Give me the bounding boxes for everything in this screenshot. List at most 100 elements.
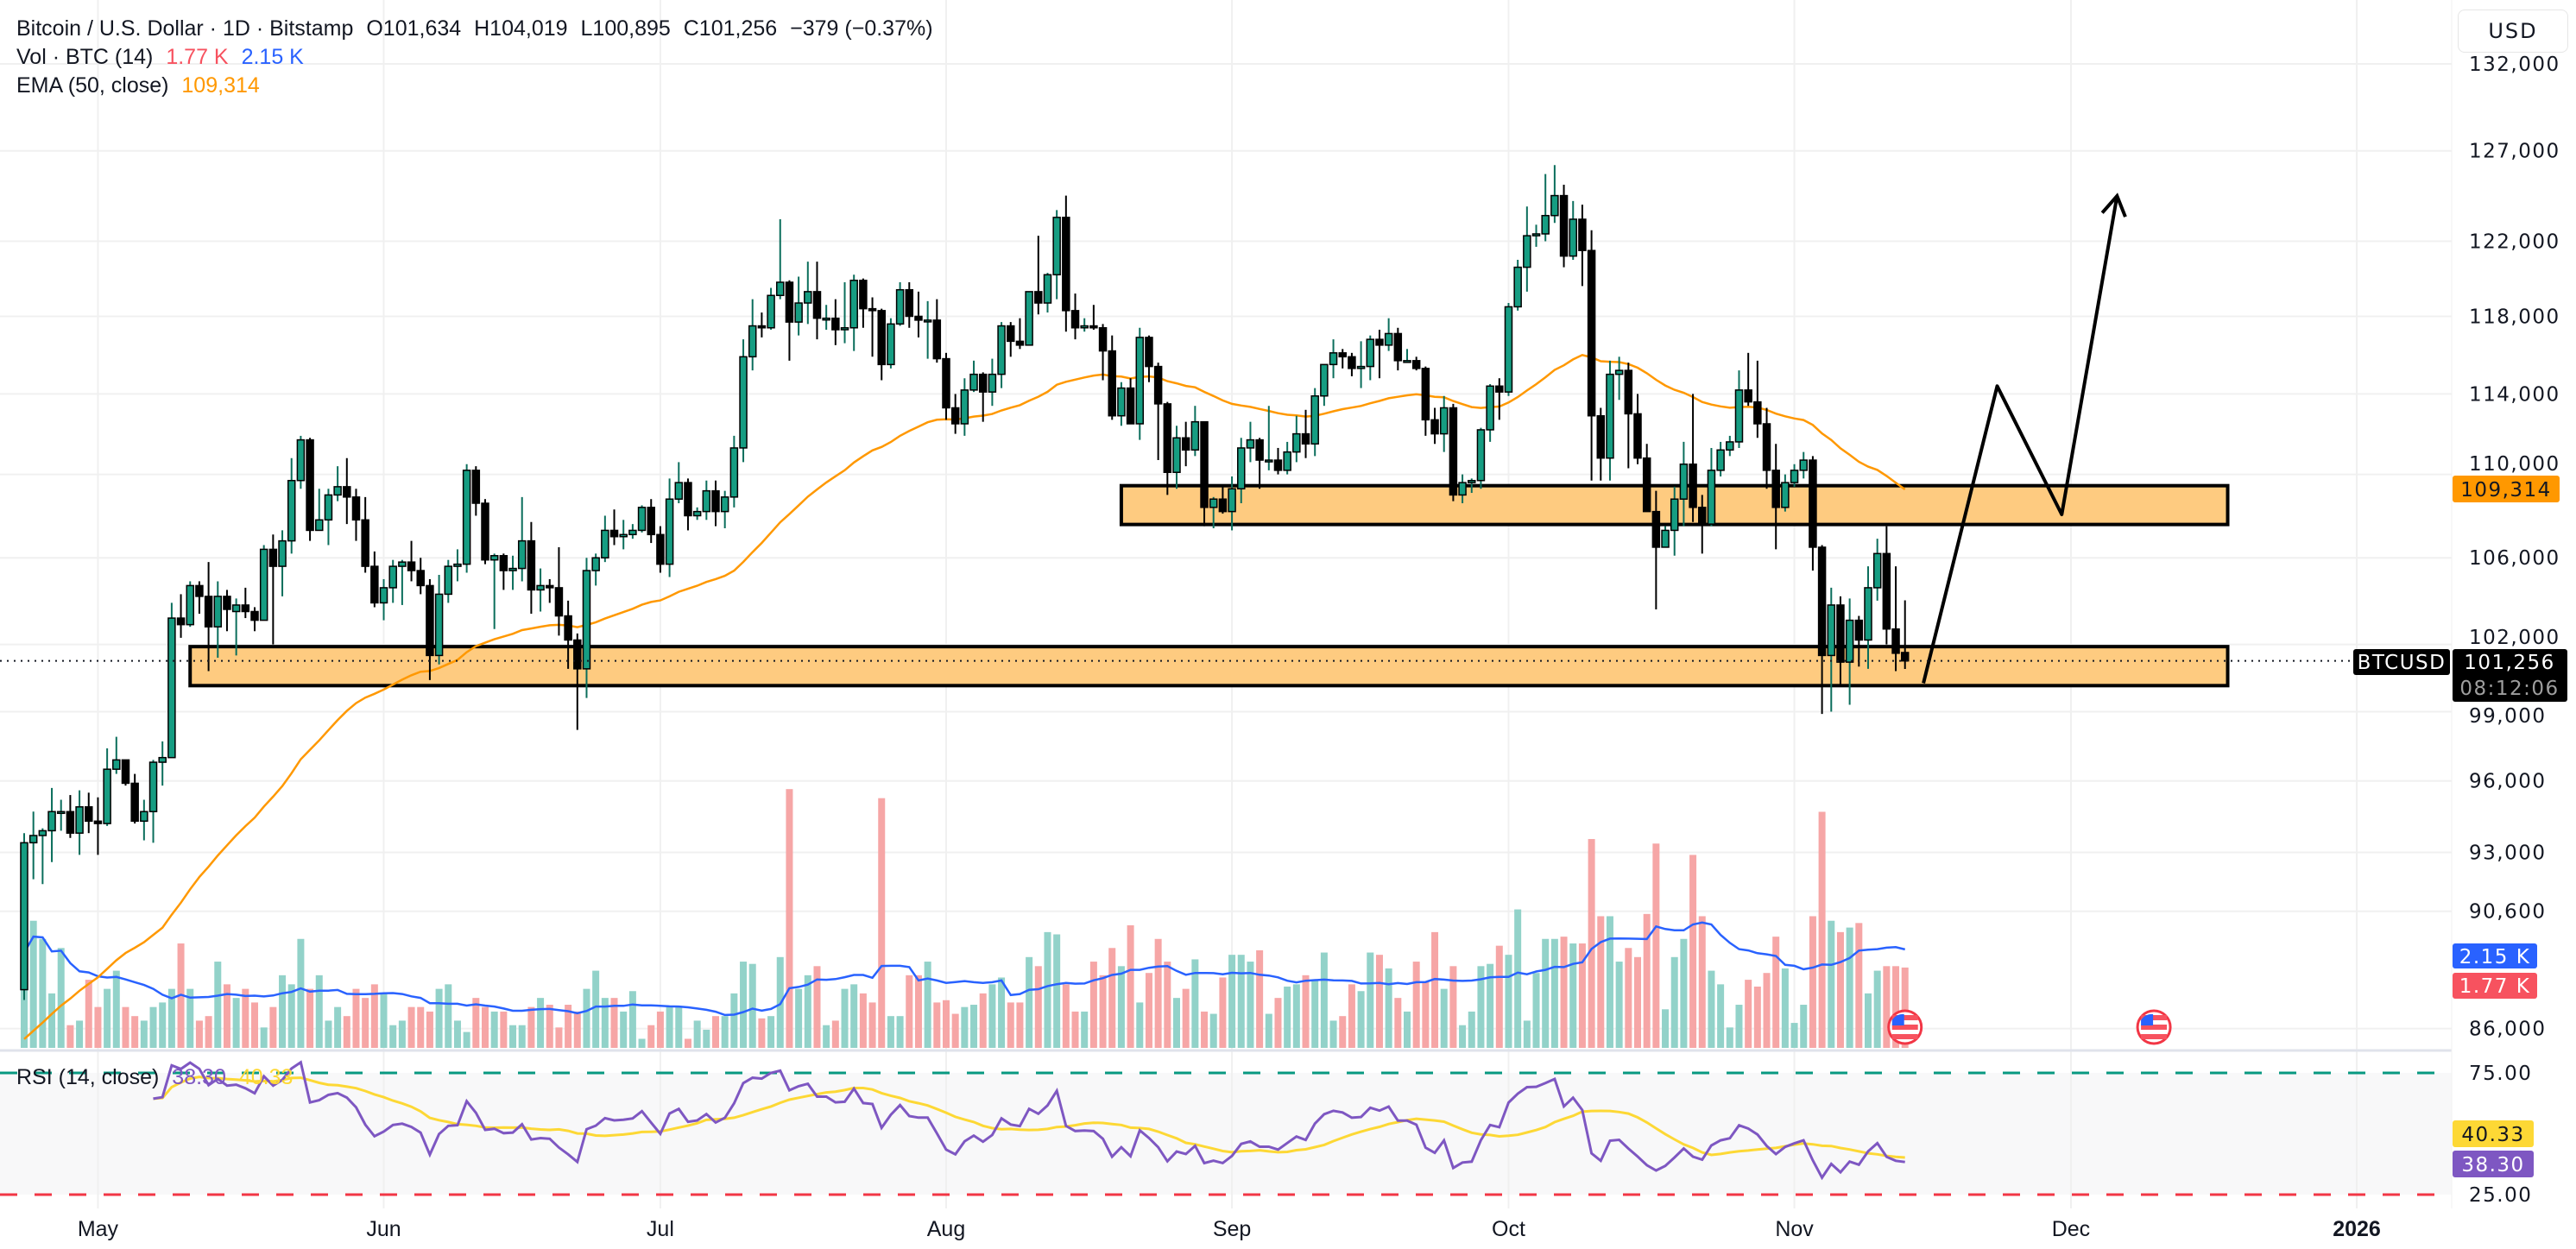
- volume-bar: [573, 1011, 581, 1048]
- volume-bar: [1790, 1023, 1798, 1048]
- volume-bar: [951, 1013, 959, 1048]
- candle-down: [370, 565, 379, 604]
- volume-bar: [1800, 1005, 1808, 1048]
- ema-tag: [2453, 476, 2560, 502]
- volume-bar: [1320, 952, 1328, 1048]
- volume-bar: [435, 988, 443, 1048]
- candle-down: [1642, 457, 1651, 513]
- volume-bar: [610, 998, 618, 1048]
- candle-down: [1301, 432, 1310, 445]
- candle-up: [1209, 498, 1218, 508]
- support-zone-2[interactable]: [188, 645, 2230, 688]
- arrow-head-icon[interactable]: [2100, 192, 2127, 218]
- candle-down: [204, 596, 213, 628]
- candle-down: [1430, 419, 1439, 435]
- candle-down: [942, 357, 950, 409]
- candle-down: [1854, 619, 1864, 641]
- volume-bar: [868, 1002, 876, 1048]
- symbol-legend[interactable]: Bitcoin / U.S. Dollar · 1D · Bitstamp O1…: [16, 16, 940, 41]
- volume-legend[interactable]: Vol · BTC (14) 1.77 K 2.15 K: [16, 44, 311, 70]
- candle-down: [905, 288, 914, 318]
- volume-bar: [914, 975, 922, 1048]
- volume-bar: [1689, 855, 1697, 1048]
- price-axis-label: 99,000: [2469, 705, 2546, 728]
- candle-up: [434, 593, 444, 657]
- candle-down: [656, 533, 665, 565]
- candle-up: [140, 811, 148, 823]
- last-price-tag: [2453, 649, 2567, 702]
- us-flag-icon[interactable]: [2136, 1009, 2172, 1045]
- volume-bar: [1495, 945, 1503, 1048]
- volume-bar: [1459, 1025, 1467, 1048]
- volume-bar: [1431, 931, 1439, 1048]
- candle-up: [822, 317, 830, 321]
- candle-up: [776, 281, 785, 297]
- projection-drawing[interactable]: [1922, 192, 2127, 684]
- candle-down: [868, 307, 877, 312]
- ema-legend[interactable]: EMA (50, close) 109,314: [16, 73, 267, 98]
- volume-bar: [1578, 943, 1586, 1048]
- candle-up: [1781, 482, 1790, 508]
- volume-bar: [1505, 955, 1512, 1048]
- event-markers[interactable]: [1887, 1009, 2172, 1045]
- candle-up: [1403, 360, 1411, 363]
- candle-up: [1661, 529, 1670, 548]
- volume-bar: [445, 984, 452, 1048]
- volume-bar: [546, 1005, 553, 1048]
- candle-up: [1845, 619, 1854, 663]
- volume-bar: [1348, 984, 1355, 1048]
- volume-bar: [961, 1006, 969, 1048]
- candle-up: [960, 389, 969, 425]
- time-axis[interactable]: May Jun Jul Aug Sep Oct Nov Dec 2026: [78, 1217, 2381, 1241]
- volume-bar: [463, 1031, 470, 1048]
- candle-up: [1504, 306, 1513, 393]
- candle-down: [1882, 552, 1891, 630]
- volume-bar: [693, 1020, 701, 1048]
- volume-bar: [1302, 975, 1310, 1048]
- ema-legend-label: EMA (50, close): [16, 73, 169, 98]
- volume-bar: [398, 1020, 406, 1048]
- time-label-2026: 2026: [2333, 1217, 2381, 1241]
- volume-bar: [527, 1006, 535, 1048]
- volume-bar: [1367, 952, 1374, 1048]
- candle-up: [20, 842, 28, 991]
- candle-down: [1089, 325, 1098, 329]
- volume-bar: [287, 984, 295, 1048]
- currency-button[interactable]: USD: [2458, 9, 2568, 53]
- us-flag-icon[interactable]: [1887, 1009, 1923, 1045]
- rsi-legend[interactable]: RSI (14, close) 38.30 40.33: [16, 1064, 300, 1090]
- projection-path[interactable]: [1922, 195, 2119, 684]
- volume-bar: [970, 1005, 978, 1048]
- candle-up: [1476, 429, 1486, 482]
- symbol-title[interactable]: Bitcoin / U.S. Dollar · 1D · Bitstamp: [16, 16, 354, 41]
- candle-up: [739, 356, 748, 449]
- candle-up: [1513, 266, 1522, 308]
- volume-bar: [1007, 1002, 1014, 1048]
- candle-up: [1265, 459, 1273, 463]
- candle-up: [1606, 373, 1614, 459]
- volume-bar: [232, 998, 240, 1048]
- candle-down: [527, 539, 536, 591]
- volume-bar: [1670, 956, 1678, 1048]
- volume-bar: [979, 993, 987, 1048]
- candle-down: [1015, 340, 1025, 346]
- candle-down: [250, 610, 259, 621]
- candle-up: [804, 291, 812, 304]
- volume-bar: [1855, 923, 1863, 1048]
- candle-up: [601, 529, 609, 558]
- price-axis[interactable]: 132,000 127,000 122,000 118,000 114,000 110,0…: [2469, 54, 2560, 1207]
- candle-up: [38, 830, 47, 836]
- time-label-jul: Jul: [647, 1217, 674, 1241]
- volume-bar: [1274, 998, 1282, 1048]
- volume-bar: [1375, 955, 1383, 1048]
- candle-up: [997, 325, 1006, 375]
- candle-up: [1670, 498, 1679, 532]
- candle-down: [223, 596, 231, 610]
- volume-bar: [712, 1016, 719, 1048]
- candle-down: [1098, 327, 1108, 352]
- volume-bar: [1865, 993, 1872, 1048]
- volume-bar: [214, 962, 222, 1048]
- volume-bar: [472, 998, 480, 1048]
- volume-bar: [850, 984, 858, 1048]
